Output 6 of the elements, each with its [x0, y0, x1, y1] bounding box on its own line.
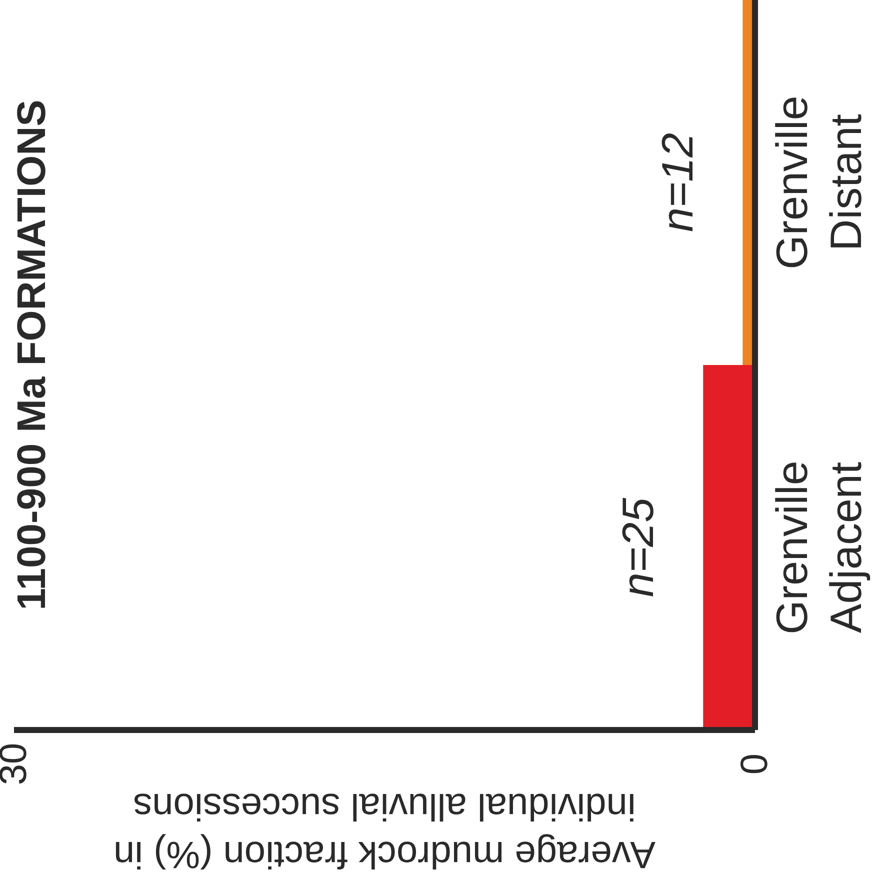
- x-axis-title: Average mudrock fraction (%) in individual alluvial successions: [113, 785, 656, 875]
- y-tick-label: Grenville Adjacent: [768, 460, 871, 634]
- annotation: n=25: [614, 497, 664, 598]
- text: 1100-900 Ma FORMATIONS: [10, 100, 54, 610]
- annotation: n=12: [654, 132, 703, 232]
- x-tick-label: 0: [734, 753, 776, 775]
